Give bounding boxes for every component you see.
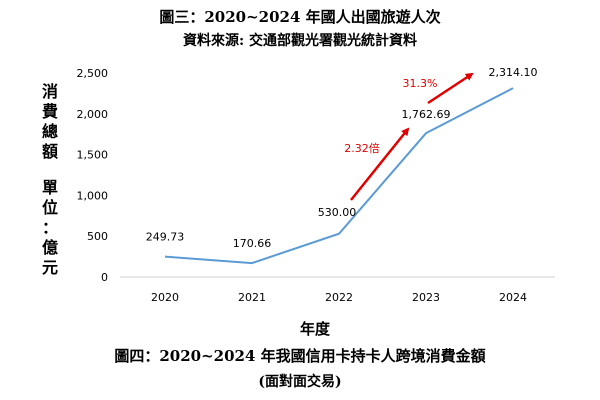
- data-source-line: 資料來源: 交通部觀光署觀光統計資料: [182, 33, 418, 49]
- growth-annotation-1: 2.32倍: [344, 141, 380, 155]
- y-axis-label-unit: 單位：億元: [41, 178, 58, 277]
- y-tick-label: 2,000: [77, 108, 109, 121]
- y-tick-label: 0: [101, 271, 108, 284]
- figure-four-caption: 圖四：2020~2024 年我國信用卡持卡人跨境消費金額: [114, 347, 486, 365]
- growth-arrows: 2.32倍 31.3%: [344, 72, 474, 201]
- data-labels: 249.73 170.66 530.00 1,762.69 2,314.10: [146, 66, 538, 250]
- growth-annotation-2: 31.3%: [403, 77, 438, 90]
- data-label: 249.73: [146, 231, 185, 244]
- figure-three-title: 圖三：2020~2024 年國人出國旅遊人次: [159, 8, 441, 26]
- x-tick-label: 2023: [412, 291, 440, 304]
- x-tick-label: 2022: [325, 291, 353, 304]
- growth-arrow-2023-2024: [427, 72, 474, 105]
- x-tick-label: 2020: [151, 291, 179, 304]
- y-tick-label: 1,000: [77, 189, 109, 202]
- x-tick-label: 2021: [238, 291, 266, 304]
- data-label: 1,762.69: [402, 108, 451, 121]
- x-axis-ticks: 2020 2021 2022 2023 2024: [151, 291, 527, 304]
- figure-four-subcaption: (面對面交易): [258, 374, 342, 390]
- x-axis-label: 年度: [299, 320, 330, 338]
- x-tick-label: 2024: [499, 291, 527, 304]
- data-label: 2,314.10: [489, 66, 538, 79]
- y-tick-label: 2,500: [77, 67, 109, 80]
- growth-arrow-2022-2023: [350, 127, 410, 201]
- data-label: 530.00: [318, 206, 357, 219]
- series-line: [164, 87, 514, 265]
- data-label: 170.66: [233, 237, 272, 250]
- y-axis-ticks: 0 500 1,000 1,500 2,000 2,500: [77, 67, 109, 284]
- y-tick-label: 1,500: [77, 149, 109, 162]
- y-tick-label: 500: [87, 230, 108, 243]
- y-axis-label-total: 消費總額: [41, 82, 58, 161]
